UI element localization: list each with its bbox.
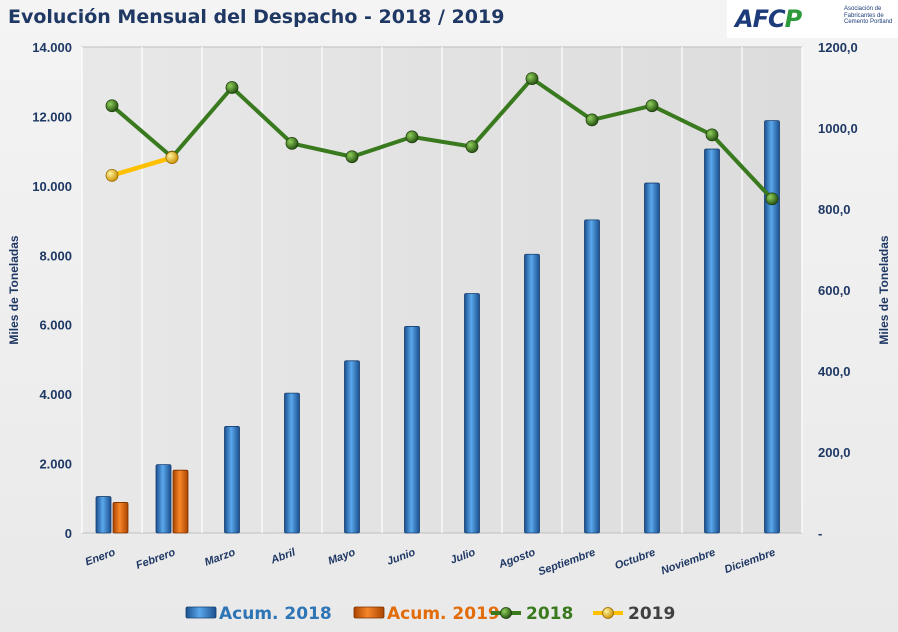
- x-tick-label: Febrero: [134, 546, 177, 571]
- y2-tick-label: 600,0: [818, 283, 851, 298]
- x-tick-label: Marzo: [203, 546, 237, 568]
- bar-acum-2018: [704, 148, 720, 534]
- legend-label: Acum. 2019: [387, 604, 500, 624]
- y-tick-label: 12.000: [32, 109, 72, 124]
- legend-marker-2019: [602, 607, 614, 619]
- line-2019: [111, 155, 173, 178]
- logo-text: Asociación de Fabricantes de Cemento Por…: [844, 6, 893, 25]
- bar-acum-2018: [764, 120, 780, 534]
- point-2018: [105, 99, 119, 113]
- point-2019: [105, 168, 119, 182]
- afcp-logo: AFCP Asociación de Fabricantes de Cement…: [727, 0, 898, 38]
- y2-axis-label: Miles de Toneladas: [877, 235, 891, 344]
- bar-acum-2018: [524, 253, 540, 534]
- bar-acum-2018: [224, 426, 240, 534]
- point-2019: [165, 151, 179, 164]
- point-2018: [585, 113, 599, 127]
- x-tick-label: Agosto: [496, 546, 537, 571]
- x-tick-label: Junio: [385, 546, 417, 567]
- y2-tick-label: 400,0: [818, 364, 851, 379]
- bar-acum-2018: [155, 464, 172, 534]
- point-2018: [465, 140, 479, 154]
- logo-mark-right: P: [784, 5, 803, 33]
- bar-acum-2018: [584, 219, 600, 534]
- x-tick-label: Mayo: [326, 546, 357, 567]
- x-tick-label: Noviembre: [659, 547, 717, 578]
- y2-tick-label: 1000,0: [818, 121, 858, 136]
- y-axis-label: Miles de Toneladas: [7, 235, 21, 344]
- y2-tick-label: 800,0: [818, 202, 851, 217]
- x-tick-label: Julio: [449, 546, 477, 566]
- legend-marker-2018: [500, 607, 512, 619]
- legend-swatch-acum-2018: [185, 606, 217, 619]
- x-tick-label: Enero: [84, 546, 118, 568]
- x-tick-label: Octubre: [613, 547, 657, 573]
- line-2018: [110, 76, 774, 201]
- logo-mark: AFCP: [735, 5, 803, 33]
- y2-tick-label: 1200,0: [818, 40, 858, 55]
- y-tick-label: 14.000: [32, 40, 72, 55]
- y2-tick-label: -: [818, 526, 822, 541]
- bar-acum-2018: [644, 182, 660, 534]
- bar-acum-2018: [344, 360, 360, 534]
- y-tick-label: 6.000: [39, 318, 72, 333]
- y-tick-label: 10.000: [32, 179, 72, 194]
- y-tick-label: 0: [65, 526, 72, 541]
- x-tick-label: Abril: [268, 546, 297, 567]
- y-tick-label: 2.000: [39, 457, 72, 472]
- point-2018: [705, 128, 719, 142]
- point-2018: [525, 72, 539, 85]
- bar-acum-2018: [95, 496, 112, 534]
- bar-acum-2018: [464, 293, 480, 534]
- y-tick-label: 4.000: [39, 387, 72, 402]
- chart-title: Evolución Mensual del Despacho - 2018 / …: [8, 6, 505, 28]
- y2-tick-label: 200,0: [818, 445, 851, 460]
- point-2018: [285, 136, 299, 150]
- bar-acum-2018: [404, 326, 420, 534]
- legend-swatch-acum-2019: [353, 606, 385, 619]
- bar-acum-2018: [284, 392, 300, 534]
- legend-label: 2019: [628, 604, 675, 624]
- point-2018: [645, 99, 659, 113]
- x-tick-label: Septiembre: [537, 547, 597, 579]
- point-2018: [345, 150, 359, 164]
- x-tick-label: Diciembre: [723, 547, 777, 576]
- point-2018: [405, 130, 419, 144]
- logo-mark-left: AFC: [735, 5, 786, 33]
- y-tick-label: 8.000: [39, 248, 72, 263]
- bar-acum-2019: [112, 502, 129, 534]
- point-2018: [765, 192, 779, 206]
- bar-acum-2019: [172, 469, 189, 534]
- legend-label: Acum. 2018: [219, 604, 332, 624]
- point-2018: [225, 81, 239, 94]
- legend-label: 2018: [526, 604, 573, 624]
